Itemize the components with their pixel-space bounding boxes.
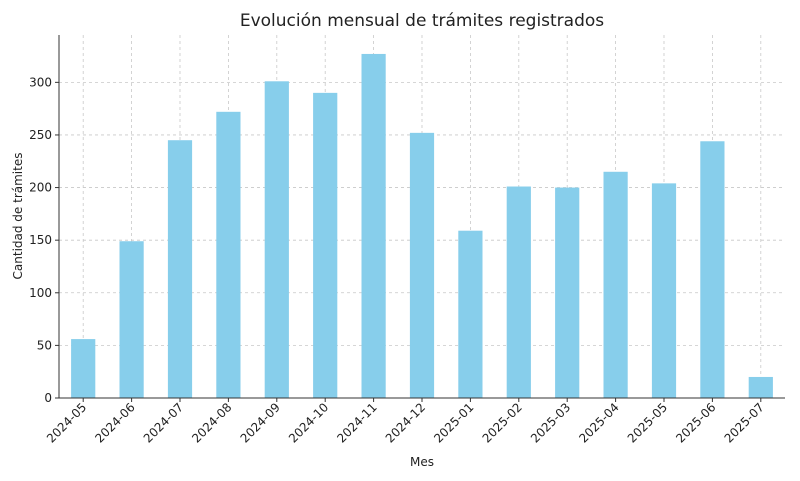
bar-2024-08: [216, 111, 241, 399]
bar-2024-12: [409, 132, 435, 398]
x-tick-label: 2025-07: [722, 400, 767, 445]
x-tick-label: 2024-09: [238, 400, 283, 445]
bar-2024-06: [119, 241, 144, 398]
y-tick-label: 300: [29, 75, 52, 89]
bars: [71, 53, 773, 399]
bar-2025-02: [506, 186, 531, 398]
bar-2025-06: [700, 141, 725, 398]
bar-2025-04: [603, 171, 628, 398]
x-tick-label: 2024-06: [92, 400, 137, 445]
x-tick-label: 2024-08: [189, 400, 234, 445]
bar-2025-05: [651, 183, 677, 398]
y-tick-label: 150: [29, 233, 52, 247]
bar-2024-11: [361, 53, 386, 399]
x-tick-label: 2025-06: [673, 400, 718, 445]
bar-2025-03: [555, 187, 580, 398]
x-axis-label: Mes: [410, 455, 434, 469]
bar-2024-07: [167, 140, 193, 398]
y-axis-ticks: 0 50 100 150 200 250 300: [29, 75, 59, 405]
x-tick-label: 2025-02: [480, 400, 525, 445]
bar-2025-07: [748, 376, 773, 398]
y-tick-label: 50: [37, 338, 52, 352]
y-tick-label: 100: [29, 286, 52, 300]
x-tick-label: 2024-10: [286, 400, 331, 445]
x-tick-label: 2024-12: [383, 400, 428, 445]
x-tick-label: 2024-07: [141, 400, 186, 445]
x-axis-ticks: 2024-05 2024-06 2024-07 2024-08 2024-09 2024-…: [44, 398, 767, 446]
x-tick-label: 2025-01: [431, 400, 476, 445]
bar-2024-10: [313, 92, 338, 398]
bar-2024-09: [264, 81, 289, 398]
bar-2025-01: [458, 230, 483, 398]
bar-2024-05: [71, 339, 96, 398]
y-axis-label: Cantidad de trámites: [11, 153, 25, 280]
chart-title: Evolución mensual de trámites registrado…: [240, 11, 604, 31]
x-tick-label: 2024-05: [44, 400, 89, 445]
y-tick-label: 200: [29, 181, 52, 195]
x-tick-label: 2025-05: [625, 400, 670, 445]
x-tick-label: 2025-03: [528, 400, 573, 445]
y-tick-label: 250: [29, 128, 52, 142]
x-tick-label: 2024-11: [334, 400, 379, 445]
x-tick-label: 2025-04: [576, 400, 621, 445]
y-tick-label: 0: [44, 391, 52, 405]
